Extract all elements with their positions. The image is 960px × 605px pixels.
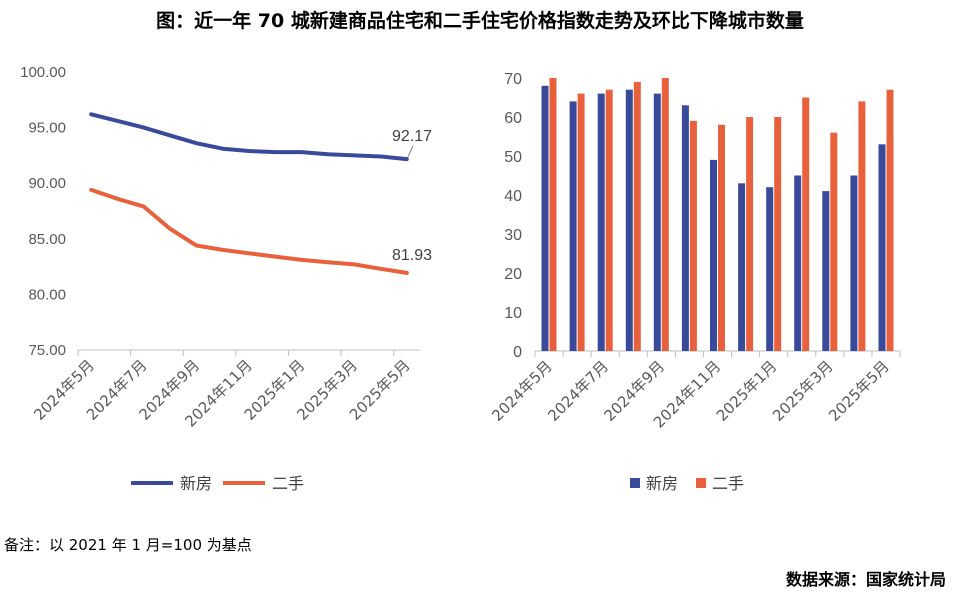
y-tick-label: 30 (504, 227, 522, 244)
bar-second-hand (605, 89, 613, 351)
y-tick-label: 20 (504, 266, 522, 283)
data-source: 数据来源：国家统计局 (785, 570, 946, 589)
y-tick-label: 0 (513, 344, 522, 361)
bar-new (822, 191, 830, 351)
y-tick-label: 95.00 (28, 120, 66, 137)
bar-new (541, 85, 549, 352)
page-title: 图：近一年 70 城新建商品住宅和二手住宅价格指数走势及环比下降城市数量 (156, 10, 804, 32)
bar-second-hand (633, 81, 641, 352)
y-tick-label: 100.00 (20, 64, 66, 81)
bar-new (850, 175, 858, 351)
bar-new (569, 101, 577, 352)
data-label-second: 81.93 (392, 247, 432, 264)
y-tick-label: 60 (504, 110, 522, 127)
legend-label-second: 二手 (712, 474, 744, 493)
bar-new (738, 183, 746, 351)
bar-second-hand (886, 89, 894, 351)
x-tick-label: 2025年5月 (825, 357, 893, 425)
bar-second-hand (858, 101, 866, 352)
bar-new (625, 89, 633, 351)
bar-new (794, 175, 802, 351)
bar-second-hand (802, 97, 810, 351)
legend-label-new: 新房 (180, 474, 212, 493)
bar-second-hand (774, 117, 782, 351)
y-tick-label: 75.00 (28, 342, 66, 359)
legend-swatch-new (630, 478, 640, 488)
bar-new (766, 187, 774, 351)
legend-label-new: 新房 (646, 474, 678, 493)
y-tick-label: 85.00 (28, 231, 66, 248)
y-tick-label: 80.00 (28, 286, 66, 303)
bar-new (878, 144, 886, 351)
second-hand-price-line (89, 187, 409, 275)
leader-line (407, 145, 414, 158)
line-chart: 100.0095.0090.0085.0080.0075.002024年5月20… (20, 64, 432, 493)
bar-new (710, 159, 717, 351)
bar-second-hand (830, 132, 838, 351)
bar-second-hand (689, 120, 697, 352)
bar-new (597, 93, 605, 351)
y-tick-label: 70 (504, 71, 522, 88)
bar-second-hand (577, 93, 585, 351)
data-label-new: 92.17 (392, 128, 432, 145)
bar-second-hand (718, 124, 725, 351)
new-price-line (89, 112, 409, 162)
bar-second-hand (746, 117, 754, 351)
footnote: 备注：以 2021 年 1 月=100 为基点 (4, 536, 252, 554)
y-tick-label: 90.00 (28, 175, 66, 192)
bar-new (681, 105, 689, 351)
y-tick-label: 40 (504, 188, 522, 205)
legend-label-second: 二手 (272, 474, 304, 493)
bar-second-hand (661, 78, 669, 351)
y-tick-label: 50 (504, 149, 522, 166)
legend-swatch-second (696, 478, 706, 488)
y-tick-label: 10 (504, 305, 522, 322)
bar-new (653, 93, 661, 351)
bar-chart: 7060504030201002024年5月2024年7月2024年9月2024… (488, 71, 901, 493)
bar-second-hand (549, 78, 557, 351)
